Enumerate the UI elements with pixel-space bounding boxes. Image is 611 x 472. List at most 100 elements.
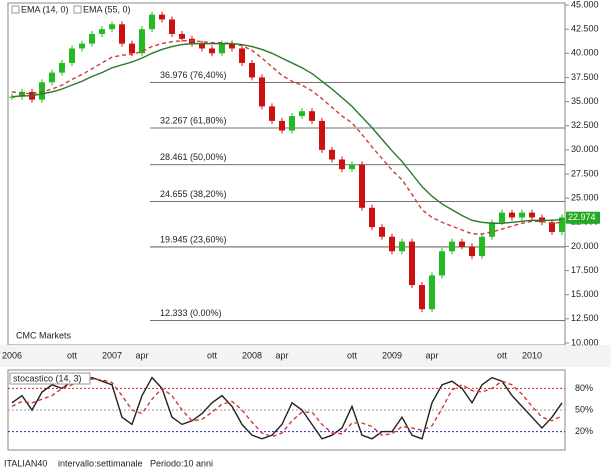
candle bbox=[339, 159, 345, 170]
candle bbox=[519, 212, 525, 218]
candle bbox=[9, 96, 15, 98]
candle bbox=[489, 222, 495, 237]
y-tick-label: 12.500 bbox=[571, 313, 599, 323]
panel-title: stocastico (14, 3) bbox=[13, 373, 82, 383]
fib-label: 19.945 (23,60%) bbox=[160, 234, 227, 244]
candle bbox=[129, 43, 135, 54]
x-tick-label: 2008 bbox=[242, 350, 262, 360]
stoch-line bbox=[11, 376, 563, 440]
candle bbox=[49, 72, 55, 83]
legend-swatch bbox=[11, 5, 20, 14]
fib-label: 36.976 (76,40%) bbox=[160, 70, 227, 80]
candle bbox=[99, 29, 105, 34]
candle bbox=[459, 241, 465, 247]
watermark: CMC Markets bbox=[16, 330, 72, 340]
y-tick-label: 30.000 bbox=[571, 144, 599, 154]
candle bbox=[349, 164, 355, 170]
candle bbox=[179, 33, 185, 39]
x-tick-label: 2009 bbox=[382, 350, 402, 360]
x-tick-label: 2006 bbox=[2, 350, 22, 360]
candle bbox=[39, 82, 45, 100]
stoch-line bbox=[11, 378, 563, 438]
y-tick-label: 50% bbox=[575, 404, 593, 414]
y-tick-label: 20% bbox=[575, 426, 593, 436]
y-tick-label: 10.000 bbox=[571, 337, 599, 347]
candle bbox=[139, 29, 145, 54]
price-panel bbox=[7, 2, 566, 346]
candle bbox=[69, 48, 75, 63]
candle bbox=[79, 43, 85, 49]
candle bbox=[299, 111, 305, 117]
candle bbox=[289, 116, 295, 131]
candle bbox=[229, 43, 235, 49]
last-price: 22.974 bbox=[568, 212, 596, 222]
candle bbox=[559, 217, 565, 232]
x-tick-label: ott bbox=[207, 350, 218, 360]
y-tick-label: 17.500 bbox=[571, 265, 599, 275]
ema-line bbox=[11, 42, 563, 224]
candle bbox=[499, 212, 505, 223]
candle bbox=[479, 236, 485, 257]
y-tick-label: 20.000 bbox=[571, 241, 599, 251]
candle bbox=[529, 212, 535, 218]
footer-interval: intervallo:settimanale bbox=[58, 458, 143, 468]
candle bbox=[399, 241, 405, 252]
candle bbox=[359, 164, 365, 208]
candle bbox=[319, 120, 325, 150]
legend-label: EMA (14, 0) bbox=[21, 4, 69, 14]
candle bbox=[59, 62, 65, 73]
y-tick-label: 42.500 bbox=[571, 24, 599, 34]
candle bbox=[159, 14, 165, 20]
last-price-box bbox=[566, 211, 600, 224]
candle bbox=[389, 236, 395, 252]
x-tick-label: ott bbox=[67, 350, 78, 360]
y-tick-label: 25.000 bbox=[571, 193, 599, 203]
y-tick-label: 35.000 bbox=[571, 96, 599, 106]
candle bbox=[199, 43, 205, 49]
candle bbox=[329, 149, 335, 160]
candle bbox=[309, 111, 315, 121]
x-tick-label: apr bbox=[135, 350, 148, 360]
candle bbox=[19, 91, 25, 97]
candle bbox=[549, 222, 555, 232]
candle bbox=[439, 251, 445, 276]
candle bbox=[279, 120, 285, 131]
legend-swatch bbox=[73, 5, 82, 14]
y-tick-label: 40.000 bbox=[571, 48, 599, 58]
y-tick-label: 45.000 bbox=[571, 0, 599, 9]
fib-label: 28.461 (50,00%) bbox=[160, 152, 227, 162]
x-tick-label: 2010 bbox=[522, 350, 542, 360]
x-tick-label: ott bbox=[497, 350, 508, 360]
candle bbox=[109, 24, 115, 30]
candle bbox=[249, 62, 255, 78]
candle bbox=[239, 48, 245, 63]
candle bbox=[119, 24, 125, 44]
y-tick-label: 37.500 bbox=[571, 72, 599, 82]
candle bbox=[449, 241, 455, 252]
candle bbox=[209, 48, 215, 54]
candle bbox=[509, 212, 515, 218]
x-tick-label: 2007 bbox=[102, 350, 122, 360]
fib-label: 32.267 (61,80%) bbox=[160, 115, 227, 125]
candle bbox=[269, 106, 275, 121]
y-tick-label: 80% bbox=[575, 383, 593, 393]
fib-label: 24.655 (38,20%) bbox=[160, 189, 227, 199]
x-tick-label: ott bbox=[347, 350, 358, 360]
x-axis-band bbox=[0, 345, 611, 367]
candle bbox=[379, 227, 385, 237]
x-tick-label: apr bbox=[425, 350, 438, 360]
ema-line bbox=[11, 40, 563, 235]
fib-label: 12.333 (0.00%) bbox=[160, 308, 222, 318]
panel-title-box bbox=[9, 372, 91, 385]
candle bbox=[169, 19, 175, 34]
candle bbox=[469, 246, 475, 257]
y-tick-label: 15.000 bbox=[571, 289, 599, 299]
footer-symbol: ITALIAN40 bbox=[4, 458, 47, 468]
candle bbox=[429, 275, 435, 310]
y-tick-label: 27.500 bbox=[571, 168, 599, 178]
candle bbox=[419, 285, 425, 310]
candle bbox=[149, 14, 155, 30]
legend-label: EMA (55, 0) bbox=[83, 4, 131, 14]
footer-period: Periodo:10 anni bbox=[150, 458, 213, 468]
